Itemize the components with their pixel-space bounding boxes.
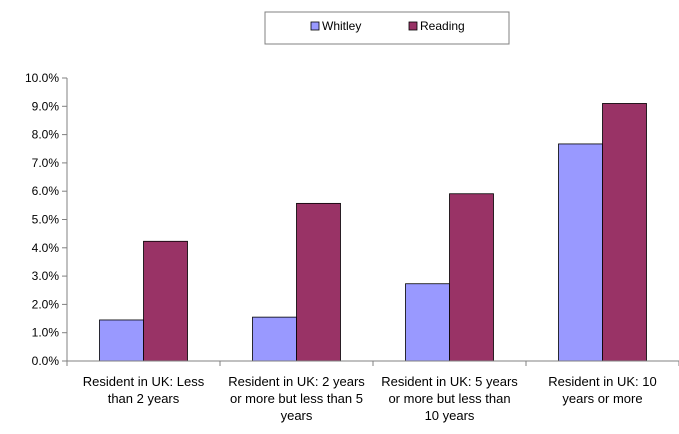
bar-whitley-4 <box>558 143 603 362</box>
y-tick-label: 9.0% <box>32 99 60 113</box>
legend-box <box>264 11 510 45</box>
y-tick-label: 8.0% <box>32 128 60 142</box>
x-category-label-line: Resident in UK: Less <box>83 374 205 389</box>
y-tick-label: 6.0% <box>32 184 60 198</box>
x-category-label-line: or more but less than 5 <box>230 391 363 406</box>
y-tick-label: 0.0% <box>32 354 60 368</box>
x-category-label-line: or more but less than <box>388 391 510 406</box>
x-category-label-line: 10 years <box>425 408 475 423</box>
x-axis-category-labels: Resident in UK: Less than 2 yearsResident… <box>66 361 679 423</box>
y-axis-ticks: 0.0% 1.0% 2.0% 3.0% 4.0% 5.0% 6.0% 7.0% 8.0% 9.0%… <box>25 71 67 368</box>
x-category-label-line: than 2 years <box>108 391 180 406</box>
y-tick-label: 2.0% <box>32 297 60 311</box>
x-category-label-line: Resident in UK: 10 <box>548 374 656 389</box>
legend-label-reading: Reading <box>420 19 465 33</box>
bar-whitley-2 <box>252 316 297 362</box>
x-category-label: Resident in UK: 2 years or more but less … <box>228 374 365 423</box>
x-category-label: Resident in UK: Less than 2 years <box>83 374 205 406</box>
y-tick-label: 3.0% <box>32 269 60 283</box>
bar-whitley-1 <box>99 319 144 362</box>
x-category-label-line: years <box>281 408 313 423</box>
bar-reading-2 <box>296 202 341 362</box>
legend: Whitley Reading <box>264 11 510 45</box>
y-tick-label: 10.0% <box>25 71 59 85</box>
y-tick-label: 4.0% <box>32 241 60 255</box>
x-category-label-line: years or more <box>562 391 642 406</box>
bar-reading-3 <box>449 193 494 362</box>
y-tick-label: 7.0% <box>32 156 60 170</box>
legend-swatch-reading <box>408 21 418 31</box>
bar-reading-4 <box>602 103 647 362</box>
bar-whitley-3 <box>405 283 450 362</box>
legend-label-whitley: Whitley <box>322 19 361 33</box>
bar-reading-1 <box>143 240 188 362</box>
legend-swatch-whitley <box>310 21 320 31</box>
y-tick-label: 1.0% <box>32 326 60 340</box>
x-category-label-line: Resident in UK: 2 years <box>228 374 365 389</box>
y-tick-label: 5.0% <box>32 213 60 227</box>
x-category-label: Resident in UK: 5 years or more but less … <box>381 374 518 423</box>
x-category-label-line: Resident in UK: 5 years <box>381 374 518 389</box>
bars <box>99 103 647 362</box>
x-category-label: Resident in UK: 10 years or more <box>548 374 656 406</box>
